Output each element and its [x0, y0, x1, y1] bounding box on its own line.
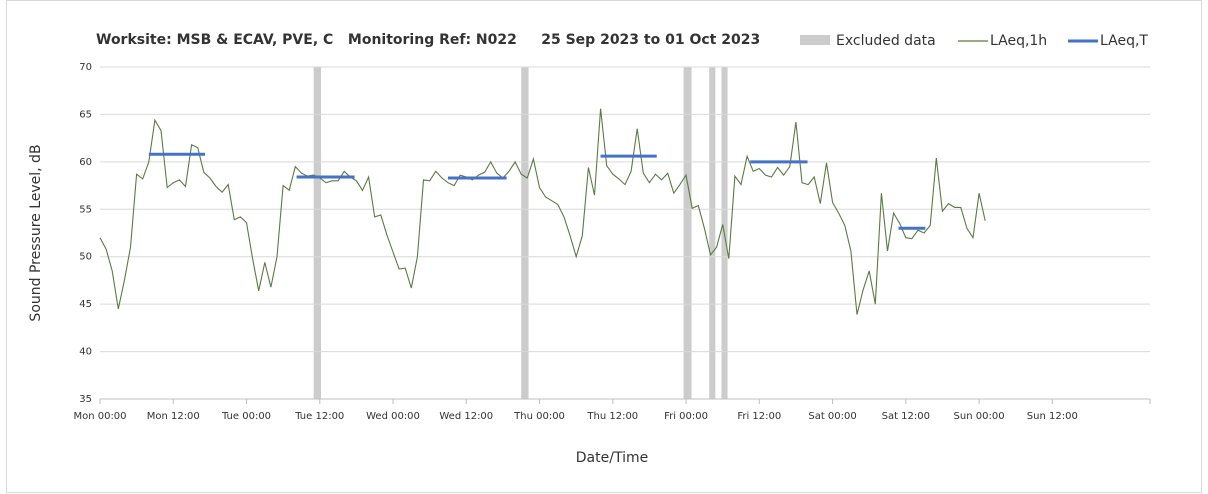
x-tick-label: Tue 00:00 — [221, 411, 271, 422]
x-tick-label: Fri 00:00 — [664, 411, 708, 422]
x-tick-label: Thu 12:00 — [586, 411, 638, 422]
y-tick-label: 60 — [79, 157, 92, 168]
x-axis-label: Date/Time — [576, 450, 648, 466]
x-tick-label: Mon 12:00 — [147, 411, 200, 422]
x-tick-label: Wed 00:00 — [366, 411, 420, 422]
excluded-band — [313, 67, 321, 399]
y-tick-label: 70 — [79, 62, 92, 73]
x-tick-label: Sat 00:00 — [808, 411, 856, 422]
y-tick-label: 65 — [79, 109, 92, 120]
y-tick-label: 35 — [79, 394, 92, 405]
chart-title: Worksite: MSB & ECAV, PVE, C Monitoring … — [96, 32, 760, 48]
line-series — [99, 108, 986, 315]
y-axis-label: Sound Pressure Level, dB — [28, 144, 44, 321]
x-tick-label: Tue 12:00 — [294, 411, 344, 422]
x-tick-label: Wed 12:00 — [439, 411, 493, 422]
x-tick-label: Sat 12:00 — [882, 411, 930, 422]
legend-label: LAeq,T — [1100, 33, 1148, 49]
excluded-band — [709, 67, 716, 399]
x-tick-label: Sun 00:00 — [954, 411, 1005, 422]
excluded-band — [683, 67, 692, 399]
x-tick-label: Thu 00:00 — [513, 411, 565, 422]
x-tick-label: Fri 12:00 — [737, 411, 781, 422]
y-tick-label: 40 — [79, 347, 92, 358]
legend-swatch — [800, 35, 830, 45]
chart-frame — [6, 0, 1202, 493]
y-tick-label: 50 — [79, 252, 92, 263]
excluded-band — [521, 67, 529, 399]
y-tick-label: 55 — [79, 204, 92, 215]
legend-label: LAeq,1h — [990, 33, 1047, 49]
y-tick-label: 45 — [79, 299, 92, 310]
x-tick-label: Sun 12:00 — [1027, 411, 1078, 422]
x-tick-label: Mon 00:00 — [73, 411, 126, 422]
legend-label: Excluded data — [836, 33, 936, 49]
